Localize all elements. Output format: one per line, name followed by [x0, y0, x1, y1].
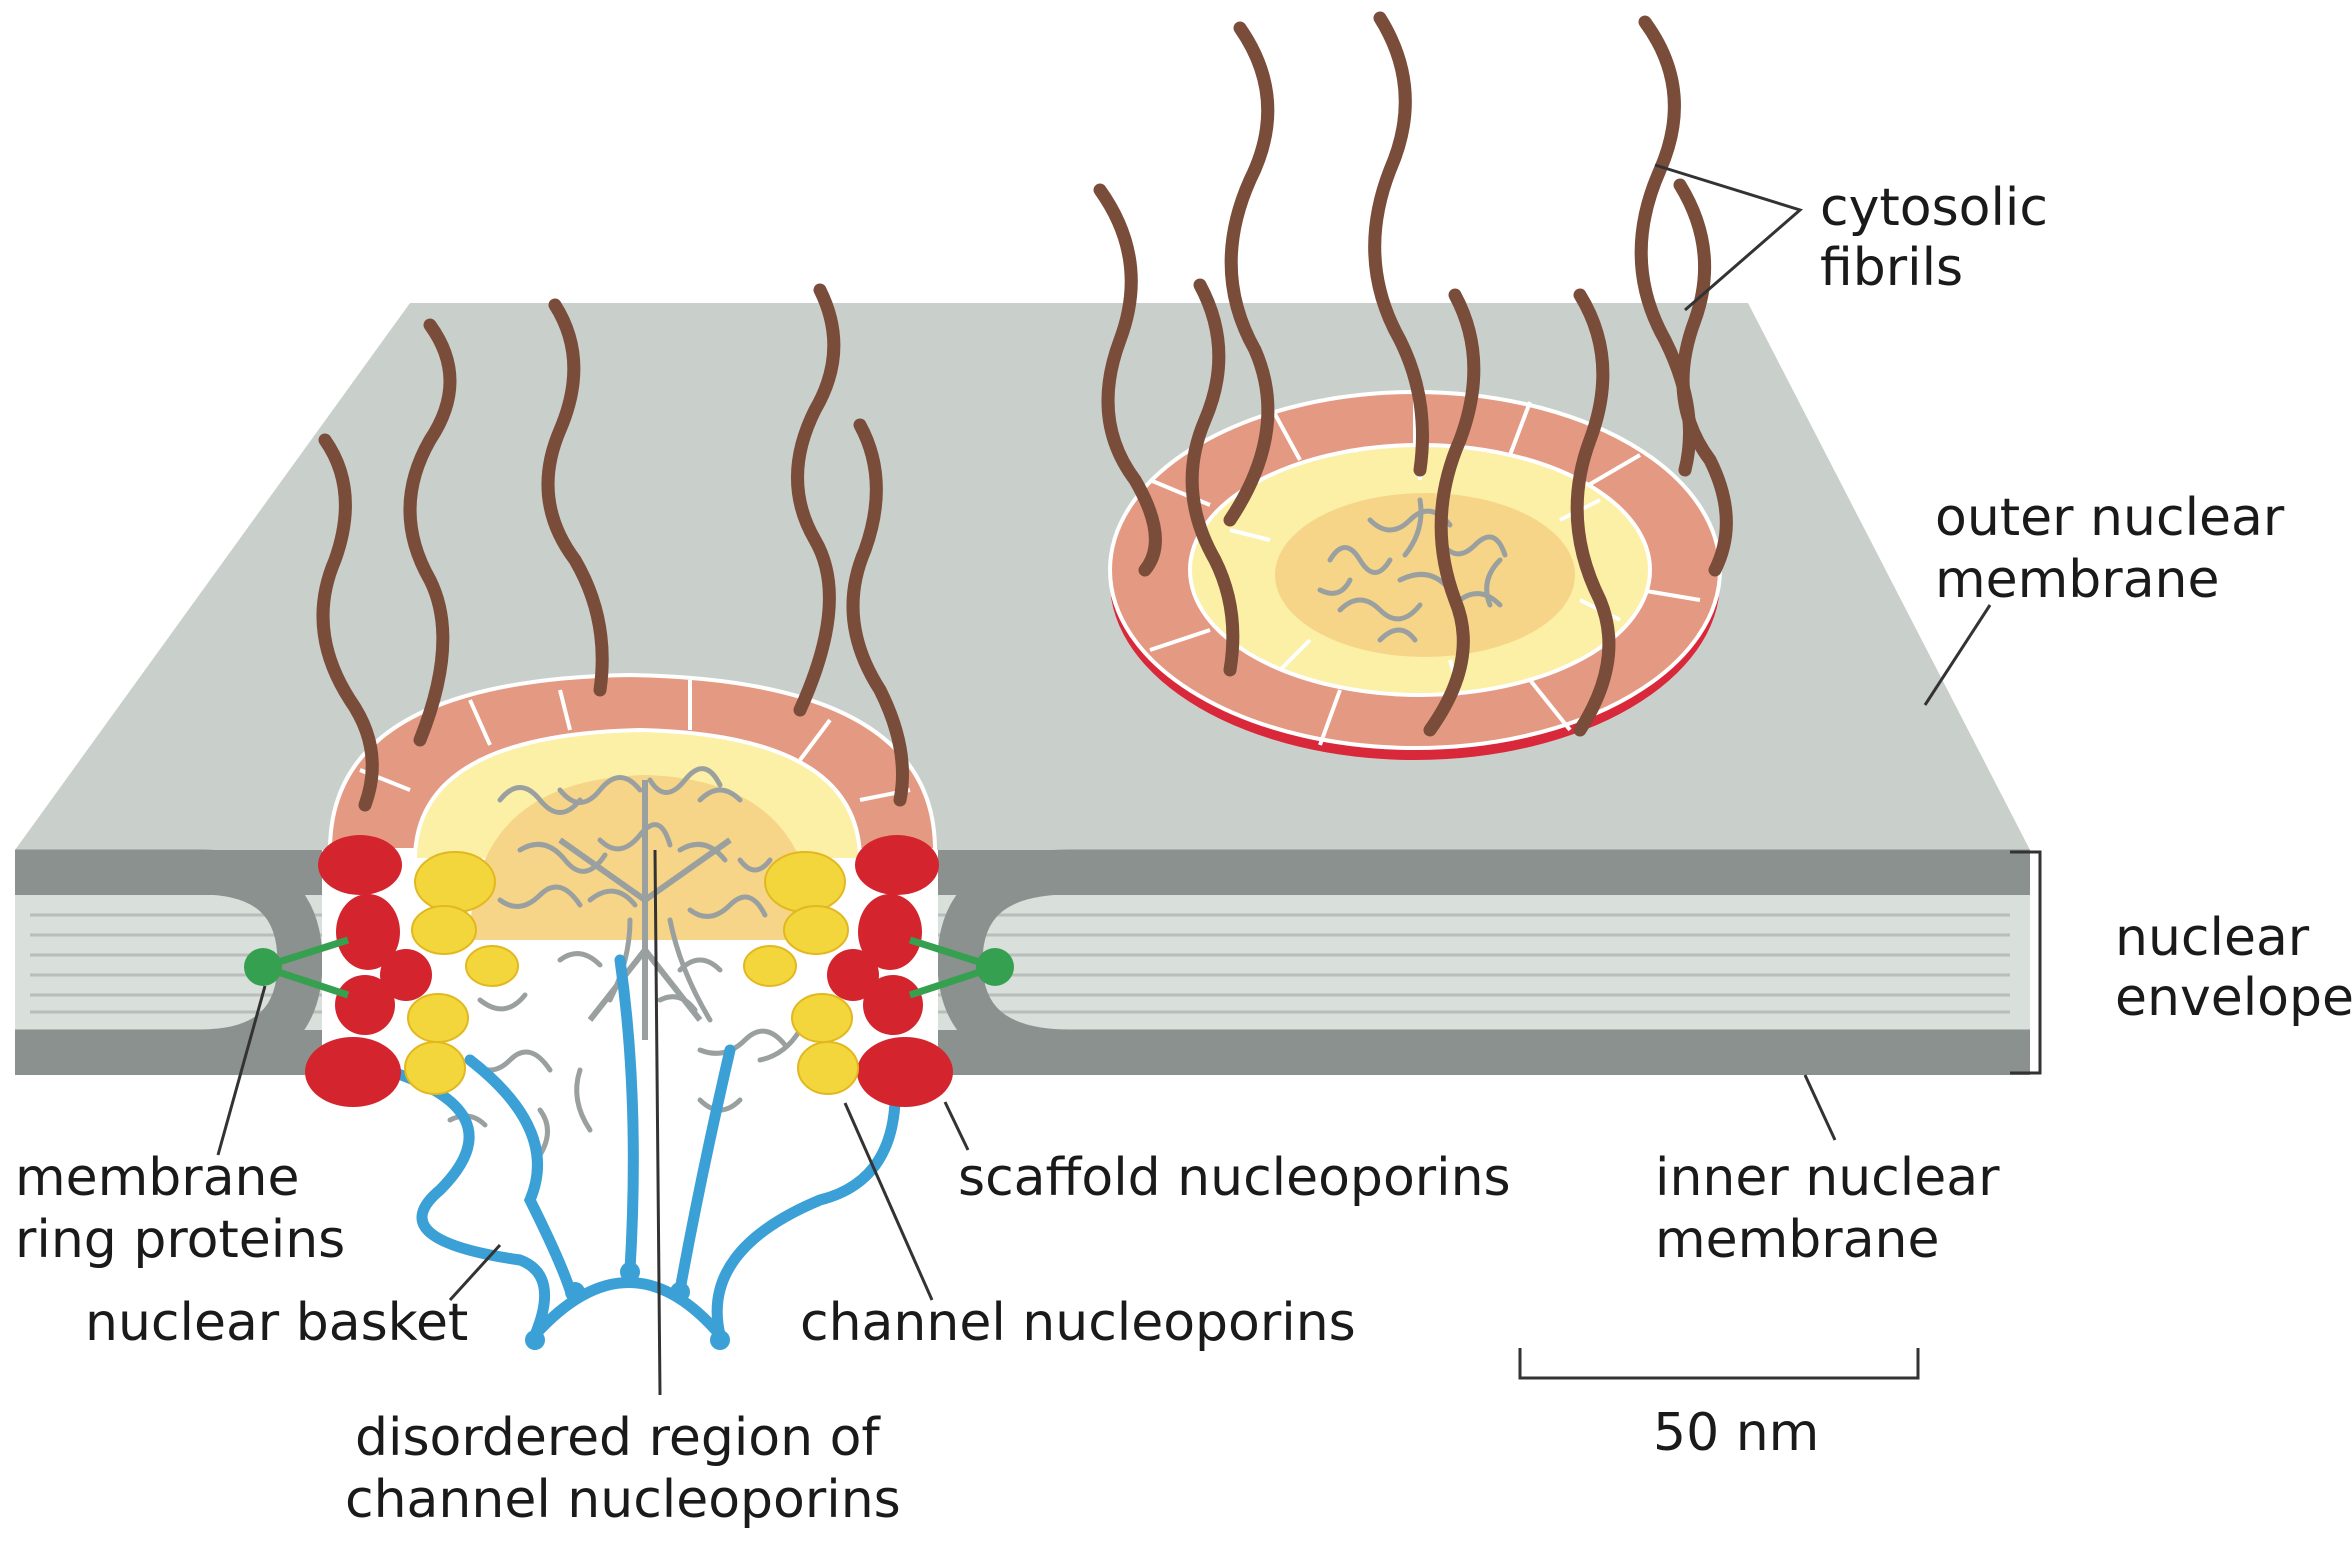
- label-inner-nuclear-membrane-2: membrane: [1655, 1210, 1940, 1270]
- pointer-lines: [216, 163, 2042, 1396]
- pore-membrane-left: [15, 849, 323, 1075]
- channel-nucleoporins-left: [404, 851, 519, 1095]
- central-filament-stem: [558, 780, 732, 1040]
- scaffold-nucleoporins-left: [305, 835, 432, 1107]
- membrane-ring-protein-right: [908, 936, 1014, 999]
- label-channel-nucleoporins: channel nucleoporins: [800, 1293, 1356, 1353]
- basket-ring-beads: [525, 1262, 730, 1350]
- label-outer-nuclear-membrane-1: outer nuclear: [1935, 488, 2285, 548]
- nuclear-envelope: [15, 303, 2030, 1080]
- scale-bar: [1518, 1348, 1920, 1380]
- label-outer-nuclear-membrane-2: membrane: [1935, 550, 2220, 610]
- channel-nucleoporins-right: [743, 851, 859, 1095]
- pore-membrane-right: [937, 849, 2030, 1075]
- nuclear-pore-cross-section: [244, 672, 1014, 1350]
- scaffold-nucleoporins-right: [827, 835, 953, 1107]
- label-inner-nuclear-membrane-1: inner nuclear: [1655, 1148, 2000, 1208]
- membrane-ring-protein-left: [244, 936, 350, 999]
- label-membrane-ring-proteins-1: membrane: [15, 1148, 300, 1208]
- cytosolic-fibrils: [316, 11, 1733, 812]
- outer-nuclear-membrane: [15, 303, 2030, 850]
- label-scaffold-nucleoporins: scaffold nucleoporins: [958, 1148, 1511, 1208]
- label-cytosolic-fibrils-1: cytosolic: [1820, 178, 2048, 238]
- nuclear-basket: [374, 954, 901, 1341]
- nuclear-pore-top-view: [1108, 390, 1722, 760]
- label-scale-bar: 50 nm: [1653, 1403, 1819, 1463]
- label-disordered-region-2: channel nucleoporins: [345, 1470, 901, 1530]
- label-membrane-ring-proteins-2: ring proteins: [15, 1210, 345, 1270]
- label-nuclear-envelope-2: envelope: [2115, 968, 2352, 1028]
- label-cytosolic-fibrils-2: fibrils: [1820, 238, 1963, 298]
- label-nuclear-basket: nuclear basket: [85, 1293, 468, 1353]
- label-nuclear-envelope-1: nuclear: [2115, 908, 2310, 968]
- label-disordered-region-1: disordered region of: [355, 1408, 881, 1468]
